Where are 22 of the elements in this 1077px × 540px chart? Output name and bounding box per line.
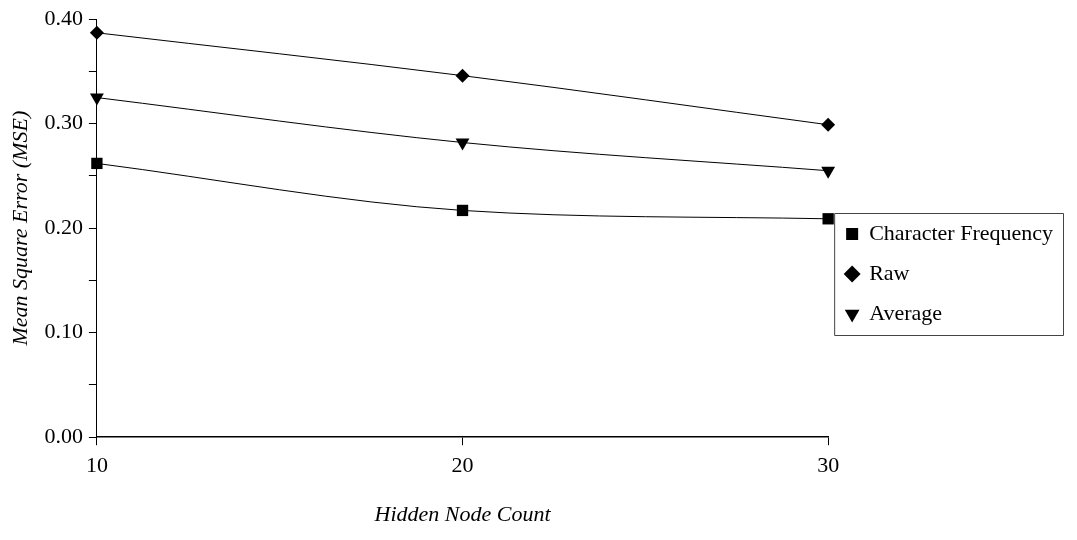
y-tick-label: 0.10 bbox=[44, 318, 83, 344]
x-tick-label: 10 bbox=[85, 452, 108, 478]
y-tick-label: 0.40 bbox=[44, 4, 83, 30]
y-tick-label: 0.30 bbox=[44, 109, 83, 135]
point bbox=[456, 204, 469, 217]
point bbox=[91, 157, 103, 170]
legend-label: Raw bbox=[869, 259, 910, 285]
y-tick-label: 0.20 bbox=[44, 213, 83, 239]
point bbox=[89, 93, 104, 106]
point bbox=[455, 138, 470, 151]
point bbox=[821, 117, 836, 132]
point bbox=[822, 213, 834, 225]
y-axis-title: Mean Square Error (MSE) bbox=[6, 110, 32, 347]
point bbox=[455, 68, 470, 83]
point bbox=[89, 25, 104, 40]
x-tick-label: 30 bbox=[817, 452, 840, 478]
x-axis-title: Hidden Node Count bbox=[373, 500, 552, 526]
y-tick-label: 0.00 bbox=[44, 422, 83, 448]
x-tick-label: 20 bbox=[451, 452, 474, 478]
point bbox=[821, 166, 836, 179]
legend-label: Average bbox=[869, 299, 943, 325]
legend-label: Character Frequency bbox=[869, 219, 1054, 245]
